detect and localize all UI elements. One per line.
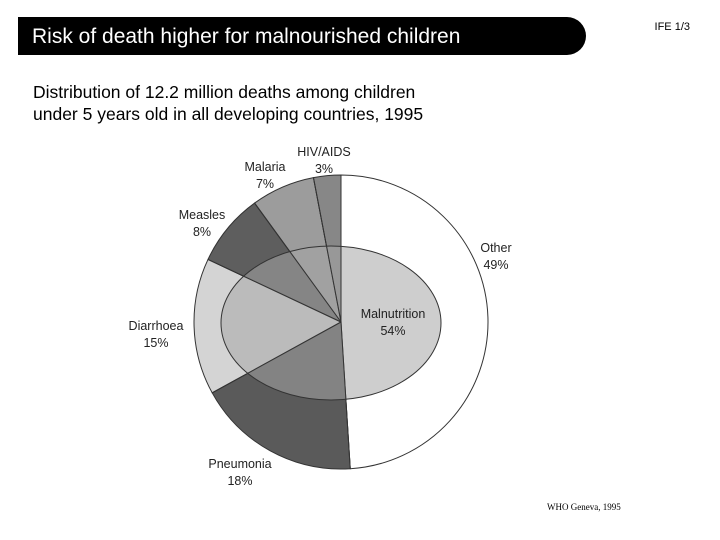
label-measles: Measles: [179, 208, 226, 222]
label-other: Other: [480, 241, 511, 255]
slide-id: IFE 1/3: [654, 21, 690, 33]
percent-malnutrition: 54%: [380, 324, 405, 338]
percent-other: 49%: [483, 258, 508, 272]
overlay-malnutrition: [220, 245, 442, 401]
label-malnutrition: Malnutrition: [361, 307, 426, 321]
slice-divider: [312, 177, 342, 323]
percent-hiv-aids: 3%: [315, 162, 333, 176]
percent-diarrhoea: 15%: [143, 336, 168, 350]
percent-measles: 8%: [193, 225, 211, 239]
slice-divider: [254, 202, 342, 323]
page-title: Risk of death higher for malnourished ch…: [32, 25, 461, 48]
label-malaria: Malaria: [245, 160, 286, 174]
subtitle-line-1: Distribution of 12.2 million deaths amon…: [33, 82, 416, 102]
label-diarrhoea: Diarrhoea: [129, 319, 184, 333]
pie-labels: Other 49% Pneumonia 18% Diarrhoea 15% Measles 8…: [129, 145, 512, 488]
label-hiv-aids: HIV/AIDS: [297, 145, 351, 159]
slice-divider: [207, 258, 342, 323]
percent-malaria: 7%: [256, 177, 274, 191]
title-banner: Risk of death higher for malnourished ch…: [18, 17, 586, 55]
chart-subtitle: Distribution of 12.2 million deaths amon…: [33, 81, 423, 125]
slice-divider: [211, 321, 342, 394]
subtitle-line-2: under 5 years old in all developing coun…: [33, 104, 424, 124]
percent-pneumonia: 18%: [227, 474, 252, 488]
slice-divider: [340, 321, 351, 469]
source-note: WHO Geneva, 1995: [547, 502, 621, 512]
malnutrition-overlay: [207, 175, 442, 469]
label-pneumonia: Pneumonia: [208, 457, 271, 471]
